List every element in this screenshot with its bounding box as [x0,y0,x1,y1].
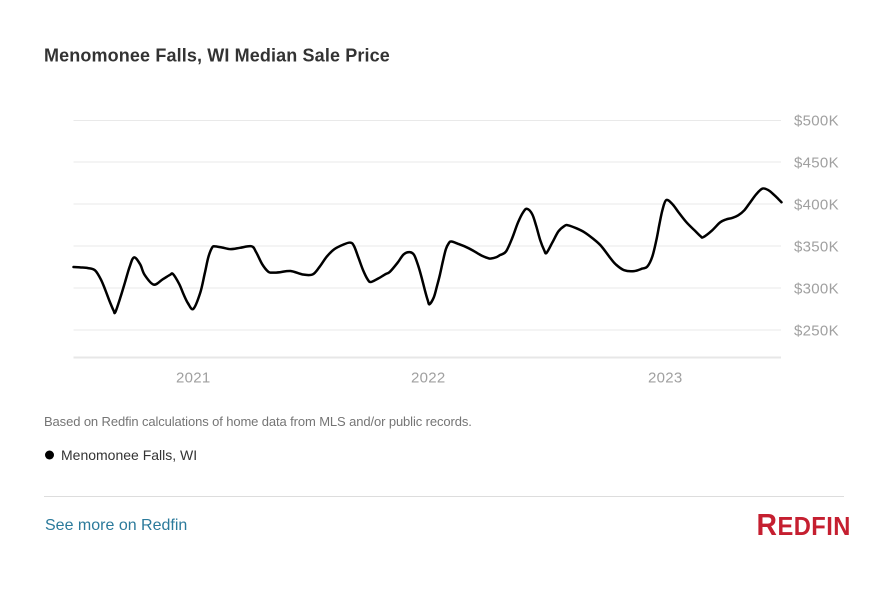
svg-text:2022: 2022 [411,370,446,387]
svg-text:$400K: $400K [794,197,839,214]
svg-text:2021: 2021 [176,370,211,387]
svg-text:$450K: $450K [794,155,839,172]
svg-text:Based on Redfin calculations o: Based on Redfin calculations of home dat… [44,414,472,429]
svg-text:2023: 2023 [648,370,683,387]
svg-text:See more on Redfin: See more on Redfin [45,517,187,534]
svg-text:$500K: $500K [794,113,839,130]
svg-text:REDFIN: REDFIN [757,508,851,542]
svg-text:Menomonee Falls, WI Median Sal: Menomonee Falls, WI Median Sale Price [44,46,390,66]
svg-text:Menomonee Falls, WI: Menomonee Falls, WI [61,447,197,463]
svg-text:$350K: $350K [794,238,839,255]
svg-text:$300K: $300K [794,280,839,297]
svg-text:$250K: $250K [794,322,839,339]
